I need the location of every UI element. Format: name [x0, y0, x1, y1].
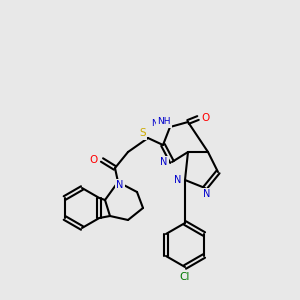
Text: S: S — [140, 128, 146, 138]
Text: O: O — [90, 155, 98, 165]
Text: NH: NH — [152, 118, 165, 127]
Text: S: S — [140, 129, 146, 139]
Text: O: O — [202, 113, 210, 123]
Text: N: N — [174, 175, 182, 185]
Text: O: O — [90, 155, 98, 165]
Text: Cl: Cl — [180, 272, 190, 282]
Text: N: N — [203, 189, 211, 199]
Text: N: N — [174, 175, 182, 185]
Text: N: N — [203, 189, 211, 199]
Text: N: N — [160, 157, 168, 167]
Text: NH: NH — [157, 118, 171, 127]
Text: N: N — [116, 180, 124, 190]
Text: N: N — [116, 180, 124, 190]
Text: N: N — [160, 157, 168, 167]
Text: Cl: Cl — [180, 272, 190, 282]
Text: O: O — [202, 113, 210, 123]
